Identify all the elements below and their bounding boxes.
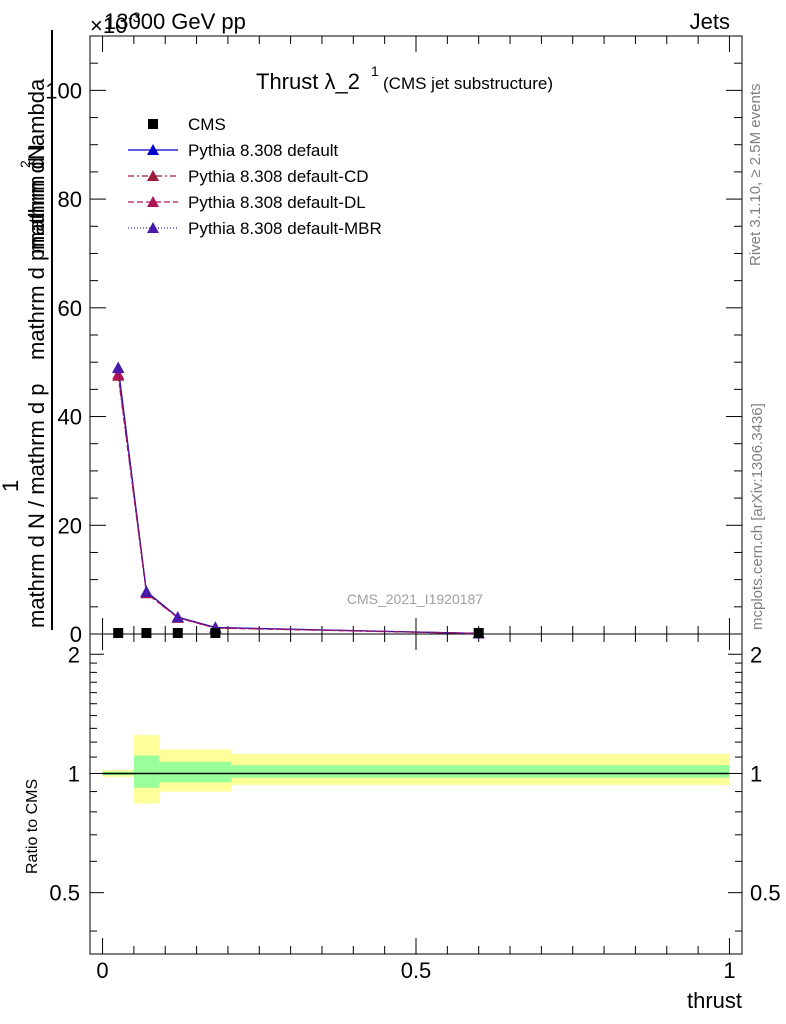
legend-marker-triangle (147, 144, 159, 155)
exponent-power: -3 (128, 9, 141, 25)
main-y-tick-label: 40 (58, 405, 82, 430)
legend-label: Pythia 8.308 default (188, 141, 339, 160)
ratio-y-tick-label: 2 (68, 642, 80, 667)
plot-title-superscript: 1 (371, 63, 379, 79)
y-label-numerator-sup: 2 (17, 160, 33, 168)
rivet-label: Rivet 3.1.10, ≥ 2.5M events (747, 84, 764, 267)
y-label-one: 1 (0, 480, 23, 492)
cms-data-point (141, 628, 152, 638)
y-label-denominator-3: mathrm d lambda (24, 78, 49, 250)
legend-marker-square (148, 119, 158, 129)
energy-label: 13000 GeV pp (104, 9, 246, 34)
ratio-y-tick-label: 1 (68, 761, 80, 786)
main-y-tick-label: 20 (58, 513, 82, 538)
ratio-y-tick-label-right: 2 (750, 642, 762, 667)
legend: CMS Pythia 8.308 default Pythia 8.308 defa… (128, 115, 382, 238)
y-label-denominator-2: mathrm d p (24, 249, 49, 360)
x-tick-label: 1 (723, 958, 735, 983)
legend-marker-triangle (147, 222, 159, 233)
legend-marker-triangle (147, 196, 159, 207)
main-axes: 0 20 40 60 80 100 (45, 35, 742, 647)
main-y-tick-label: 80 (58, 187, 82, 212)
series-point (171, 611, 184, 623)
y-label-numerator: mathrm d (24, 161, 49, 254)
series-line (117, 368, 479, 635)
cms-data-point (113, 628, 124, 638)
ratio-axes: 0.5 0.51 12 20 0.5 1 (49, 36, 781, 983)
main-y-axis-label: 1 mathrm d 2 N mathrm d N / mathrm d p m… (0, 30, 53, 630)
ratio-y-tick-label-right: 1 (750, 761, 762, 786)
y-label-denominator: mathrm d N / mathrm d p (24, 383, 49, 628)
series-point (112, 362, 125, 374)
ratio-y-axis-label: Ratio to CMS (24, 779, 41, 874)
x-axis-label: thrust (687, 988, 742, 1013)
ratio-panel-frame (89, 633, 743, 955)
cms-data-point (473, 628, 484, 638)
ratio-inner-band (231, 765, 730, 778)
plot-title: Thrust λ_2 (256, 69, 360, 94)
series-point (140, 586, 153, 598)
plot-subtitle: (CMS jet substructure) (383, 74, 553, 93)
main-series (112, 361, 485, 639)
ratio-bands (102, 735, 730, 804)
main-y-tick-label: 60 (58, 296, 82, 321)
cms-data-point (172, 628, 183, 638)
ratio-inner-band (133, 755, 159, 788)
legend-label: Pythia 8.308 default-DL (188, 193, 366, 212)
cms-data-point (210, 628, 221, 638)
legend-marker-triangle (147, 170, 159, 181)
x-tick-label: 0.5 (401, 958, 432, 983)
legend-label: Pythia 8.308 default-CD (188, 167, 369, 186)
exponent-label: ×10 (90, 13, 127, 38)
ratio-inner-band (158, 761, 232, 783)
main-y-tick-label: 100 (45, 78, 82, 103)
series-line (117, 374, 479, 635)
series-point (112, 368, 125, 380)
legend-label: CMS (188, 115, 226, 134)
ratio-y-tick-label-right: 0.5 (750, 881, 781, 906)
legend-label: Pythia 8.308 default-MBR (188, 219, 382, 238)
y-label-numerator-n: N (24, 144, 49, 160)
x-tick-label: 0 (96, 958, 108, 983)
analysis-watermark: CMS_2021_I1920187 (347, 591, 483, 607)
mcplots-label: mcplots.cern.ch [arXiv:1306.3436] (749, 403, 766, 630)
process-label: Jets (690, 9, 730, 34)
ratio-y-tick-label: 0.5 (49, 881, 80, 906)
main-y-tick-label: 0 (70, 622, 82, 647)
